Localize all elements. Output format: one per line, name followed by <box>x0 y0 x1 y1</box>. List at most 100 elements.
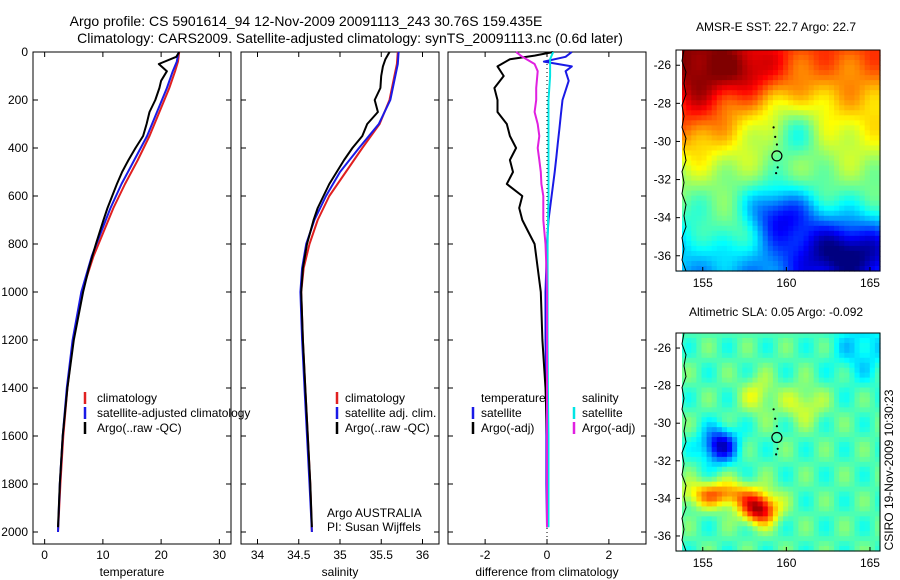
heatmap-cell <box>808 125 815 131</box>
heatmap-cell <box>783 521 789 527</box>
heatmap-cell <box>737 347 743 354</box>
heatmap-cell <box>803 170 810 177</box>
heatmap-cell <box>869 466 876 473</box>
heatmap-cell <box>772 412 779 418</box>
heatmap-cell <box>859 95 866 101</box>
heatmap-cell <box>762 250 769 257</box>
heatmap-cell <box>829 245 835 252</box>
heatmap-cell <box>854 432 861 438</box>
heatmap-cell <box>793 125 799 131</box>
heatmap-cell <box>859 110 866 116</box>
heatmap-cell <box>864 85 871 91</box>
heatmap-cell <box>681 90 687 96</box>
heatmap-cell <box>752 260 759 267</box>
heatmap-cell <box>696 55 703 61</box>
heatmap-cell <box>829 367 835 374</box>
heatmap-cell <box>864 195 871 202</box>
heatmap-cell <box>844 377 850 384</box>
heatmap-cell <box>844 491 850 498</box>
heatmap-cell <box>854 145 861 152</box>
heatmap-cell <box>829 461 835 468</box>
heatmap-cell <box>849 200 856 207</box>
heatmap-cell <box>762 185 769 192</box>
heatmap-cell <box>716 265 723 272</box>
heatmap-cell <box>823 265 830 272</box>
heatmap-cell <box>849 190 856 197</box>
heatmap-cell <box>818 387 825 394</box>
heatmap-cell <box>859 120 866 126</box>
heatmap-cell <box>783 125 789 131</box>
heatmap-cell <box>864 185 871 192</box>
heatmap-cell <box>798 521 805 527</box>
heatmap-cell <box>788 105 794 111</box>
heatmap-cell <box>752 466 759 473</box>
heatmap-cell <box>823 255 830 262</box>
heatmap-cell <box>864 120 871 126</box>
heatmap-cell <box>859 333 866 339</box>
heatmap-cell <box>752 506 759 512</box>
heatmap-cell <box>737 100 743 106</box>
heatmap-cell <box>742 90 748 96</box>
heatmap-cell <box>803 200 810 207</box>
heatmap-cell <box>854 85 861 91</box>
heatmap-cell <box>752 80 759 86</box>
heatmap-cell <box>849 536 856 542</box>
heatmap-cell <box>813 521 820 527</box>
heatmap-cell <box>721 155 728 162</box>
heatmap-cell <box>691 511 697 517</box>
heatmap-cell <box>829 90 835 96</box>
heatmap-cell <box>793 357 799 364</box>
heatmap-cell <box>798 516 805 522</box>
heatmap-cell <box>772 337 779 344</box>
heatmap-cell <box>711 446 718 453</box>
heatmap-cell <box>829 541 835 547</box>
heatmap-cell <box>757 240 764 247</box>
heatmap-cell <box>803 333 810 339</box>
heatmap-cell <box>813 175 820 182</box>
heatmap-cell <box>829 392 835 398</box>
heatmap-cell <box>762 496 769 503</box>
heatmap-cell <box>839 180 845 187</box>
heatmap-cell <box>834 526 840 532</box>
heatmap-cell <box>823 135 830 142</box>
heatmap-cell <box>844 245 850 252</box>
heatmap-cell <box>859 205 866 212</box>
heatmap-cell <box>732 100 738 106</box>
heatmap-cell <box>808 372 815 379</box>
heatmap-cell <box>783 235 789 242</box>
heatmap-cell <box>691 481 697 488</box>
heatmap-cell <box>793 427 799 433</box>
heatmap-cell <box>818 382 825 389</box>
heatmap-cell <box>839 372 845 379</box>
heatmap-cell <box>681 75 687 81</box>
heatmap-cell <box>711 531 718 537</box>
heatmap-cell <box>772 105 779 111</box>
heatmap-cell <box>869 422 876 428</box>
heatmap-cell <box>849 442 856 448</box>
heatmap-cell <box>778 531 784 537</box>
heatmap-cell <box>798 90 805 96</box>
heatmap-cell <box>686 531 692 537</box>
heatmap-cell <box>716 60 723 66</box>
heatmap-cell <box>681 377 687 384</box>
heatmap-cell <box>752 427 759 433</box>
heatmap-cell <box>716 422 723 428</box>
heatmap-cell <box>793 100 799 106</box>
heatmap-cell <box>874 255 881 262</box>
heatmap-cell <box>839 437 845 443</box>
heatmap-cell <box>864 392 871 398</box>
heatmap-cell <box>767 506 774 512</box>
heatmap-cell <box>732 451 738 458</box>
heatmap-cell <box>849 392 856 398</box>
heatmap-cell <box>727 546 733 552</box>
heatmap-cell <box>854 437 861 443</box>
heatmap-cell <box>849 481 856 488</box>
x-tick-label: 0 <box>41 548 48 562</box>
heatmap-cell <box>849 115 856 121</box>
heatmap-cell <box>686 245 692 252</box>
heatmap-cell <box>691 160 697 167</box>
heatmap-cell <box>829 185 835 192</box>
heatmap-cell <box>778 235 784 242</box>
heatmap-cell <box>742 240 748 247</box>
heatmap-cell <box>727 250 733 257</box>
